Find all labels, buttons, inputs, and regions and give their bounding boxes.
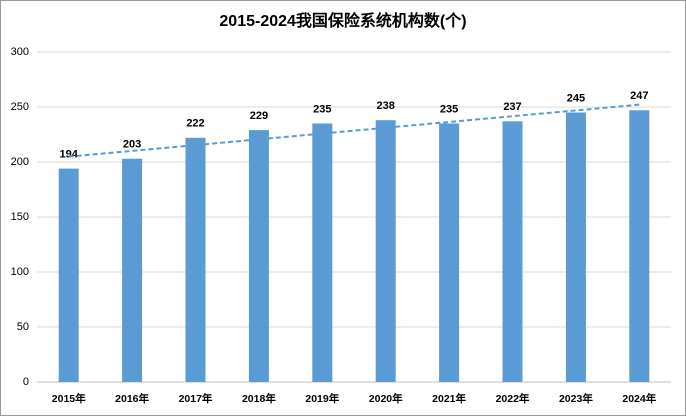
value-label: 245 [567,92,585,104]
x-tick-label: 2021年 [432,392,466,405]
value-label: 222 [186,118,204,130]
bar [58,168,79,382]
value-label: 229 [250,110,268,122]
x-tick-label: 2017年 [179,392,213,405]
x-tick-label: 2018年 [242,392,276,405]
value-label: 237 [503,101,521,113]
x-tick-label: 2019年 [305,392,339,405]
value-label: 235 [440,103,458,115]
y-tick-label: 250 [11,101,29,113]
x-tick-label: 2016年 [115,392,149,405]
x-tick-label: 2015年 [52,392,86,405]
chart-title: 2015-2024我国保险系统机构数(个) [219,11,466,30]
y-tick-label: 150 [11,211,29,223]
value-label: 194 [60,149,79,161]
x-tick-label: 2022年 [496,392,530,405]
bar [248,130,269,382]
y-tick-label: 200 [11,156,29,168]
bar [185,137,206,382]
bar [122,158,143,382]
y-tick-label: 300 [11,46,29,58]
bar [375,120,396,382]
bar [629,110,650,383]
value-label: 235 [313,103,331,115]
x-tick-label: 2024年 [622,392,656,405]
y-tick-label: 50 [17,321,29,333]
value-label: 238 [377,100,395,112]
bar [439,123,460,382]
x-tick-label: 2023年 [559,392,593,405]
value-label: 247 [630,90,648,102]
y-tick-label: 0 [23,376,29,388]
bar [565,112,586,382]
y-tick-label: 100 [11,266,29,278]
bar [312,123,333,382]
value-label: 203 [123,139,141,151]
bar [502,121,523,383]
x-tick-label: 2020年 [369,392,403,405]
